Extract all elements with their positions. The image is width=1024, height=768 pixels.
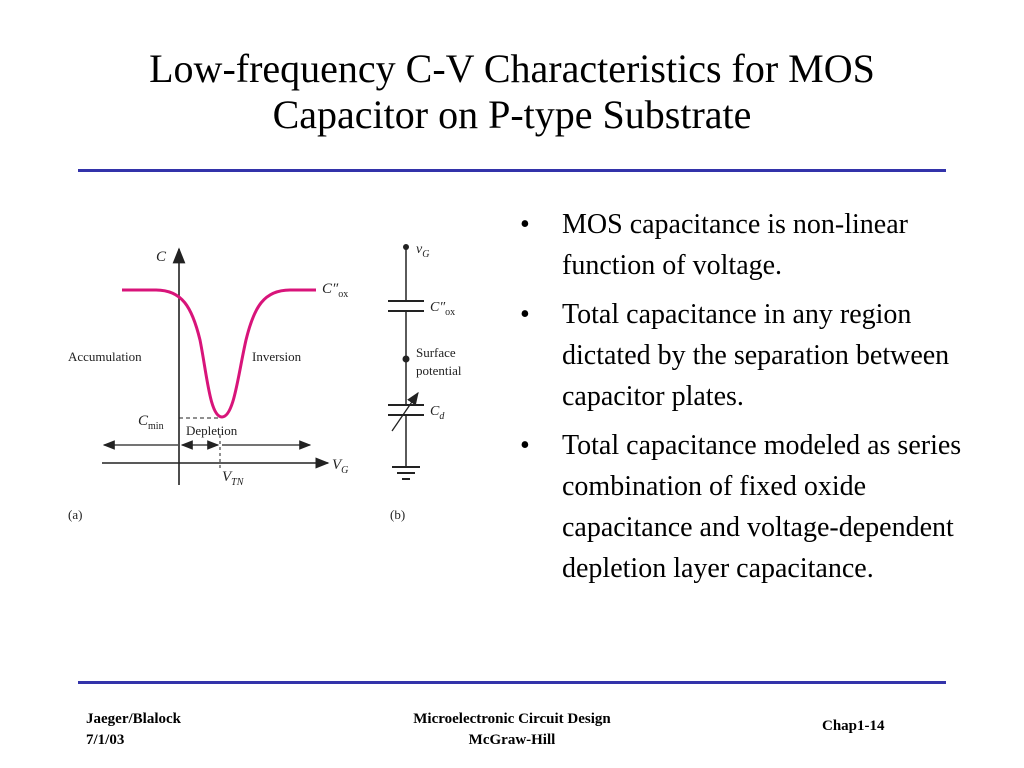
depletion-label: Depletion <box>186 423 238 438</box>
accumulation-label: Accumulation <box>68 349 142 364</box>
footer-page-number: Chap1-14 <box>822 718 885 734</box>
surface-node <box>402 355 410 363</box>
bullet-text: MOS capacitance is non-linear function o… <box>562 209 908 281</box>
bullet-icon: • <box>520 209 530 240</box>
cox-label: C″ox <box>322 281 348 300</box>
bullet-item: • Total capacitance in any region dictate… <box>520 294 970 417</box>
bullet-text: Total capacitance in any region dictated… <box>562 299 950 412</box>
bullet-item: • Total capacitance modeled as series com… <box>520 425 970 589</box>
footer-center: Microelectronic Circuit Design McGraw-Hi… <box>330 709 694 751</box>
inversion-label: Inversion <box>252 349 302 364</box>
bullet-text: Total capacitance modeled as series comb… <box>562 430 962 584</box>
cd-label: Cd <box>430 404 445 422</box>
surface-label: Surface <box>416 345 456 360</box>
footer-publisher: McGraw-Hill <box>468 732 556 748</box>
cv-curve <box>122 288 316 419</box>
vg-node <box>403 244 409 250</box>
top-divider <box>78 169 946 172</box>
bullet-item: • MOS capacitance is non-linear function … <box>520 204 970 286</box>
footer-authors: Jaeger/Blalock <box>86 711 181 727</box>
bullet-icon: • <box>520 299 530 330</box>
title-line-1: Low-frequency C-V Characteristics for MO… <box>149 46 875 91</box>
cv-figure: C VG C″ox Accumulation Inversion Cmin De… <box>60 235 500 525</box>
vg-node-label: vG <box>416 242 429 260</box>
footer-book: Microelectronic Circuit Design <box>413 711 611 727</box>
bullet-icon: • <box>520 430 530 461</box>
bottom-divider <box>78 681 946 684</box>
slide-title: Low-frequency C-V Characteristics for MO… <box>60 46 964 138</box>
vtn-label: VTN <box>222 469 245 488</box>
vg-axis-label: VG <box>332 457 348 476</box>
cd-variable-arrow <box>391 391 419 432</box>
figure-a-caption: (a) <box>68 507 82 522</box>
potential-label: potential <box>416 363 462 378</box>
ground-icon <box>392 466 420 480</box>
c-axis-label: C <box>156 249 167 265</box>
title-line-2: Capacitor on P-type Substrate <box>272 92 752 137</box>
cmin-label: Cmin <box>138 413 164 432</box>
footer-left: Jaeger/Blalock 7/1/03 <box>86 709 181 751</box>
figure-b-caption: (b) <box>390 507 405 522</box>
footer-date: 7/1/03 <box>86 732 125 748</box>
cv-diagram-svg: C VG C″ox Accumulation Inversion Cmin De… <box>68 242 462 522</box>
cox-model-label: C″ox <box>430 300 455 318</box>
bullet-list: • MOS capacitance is non-linear function … <box>520 204 970 597</box>
